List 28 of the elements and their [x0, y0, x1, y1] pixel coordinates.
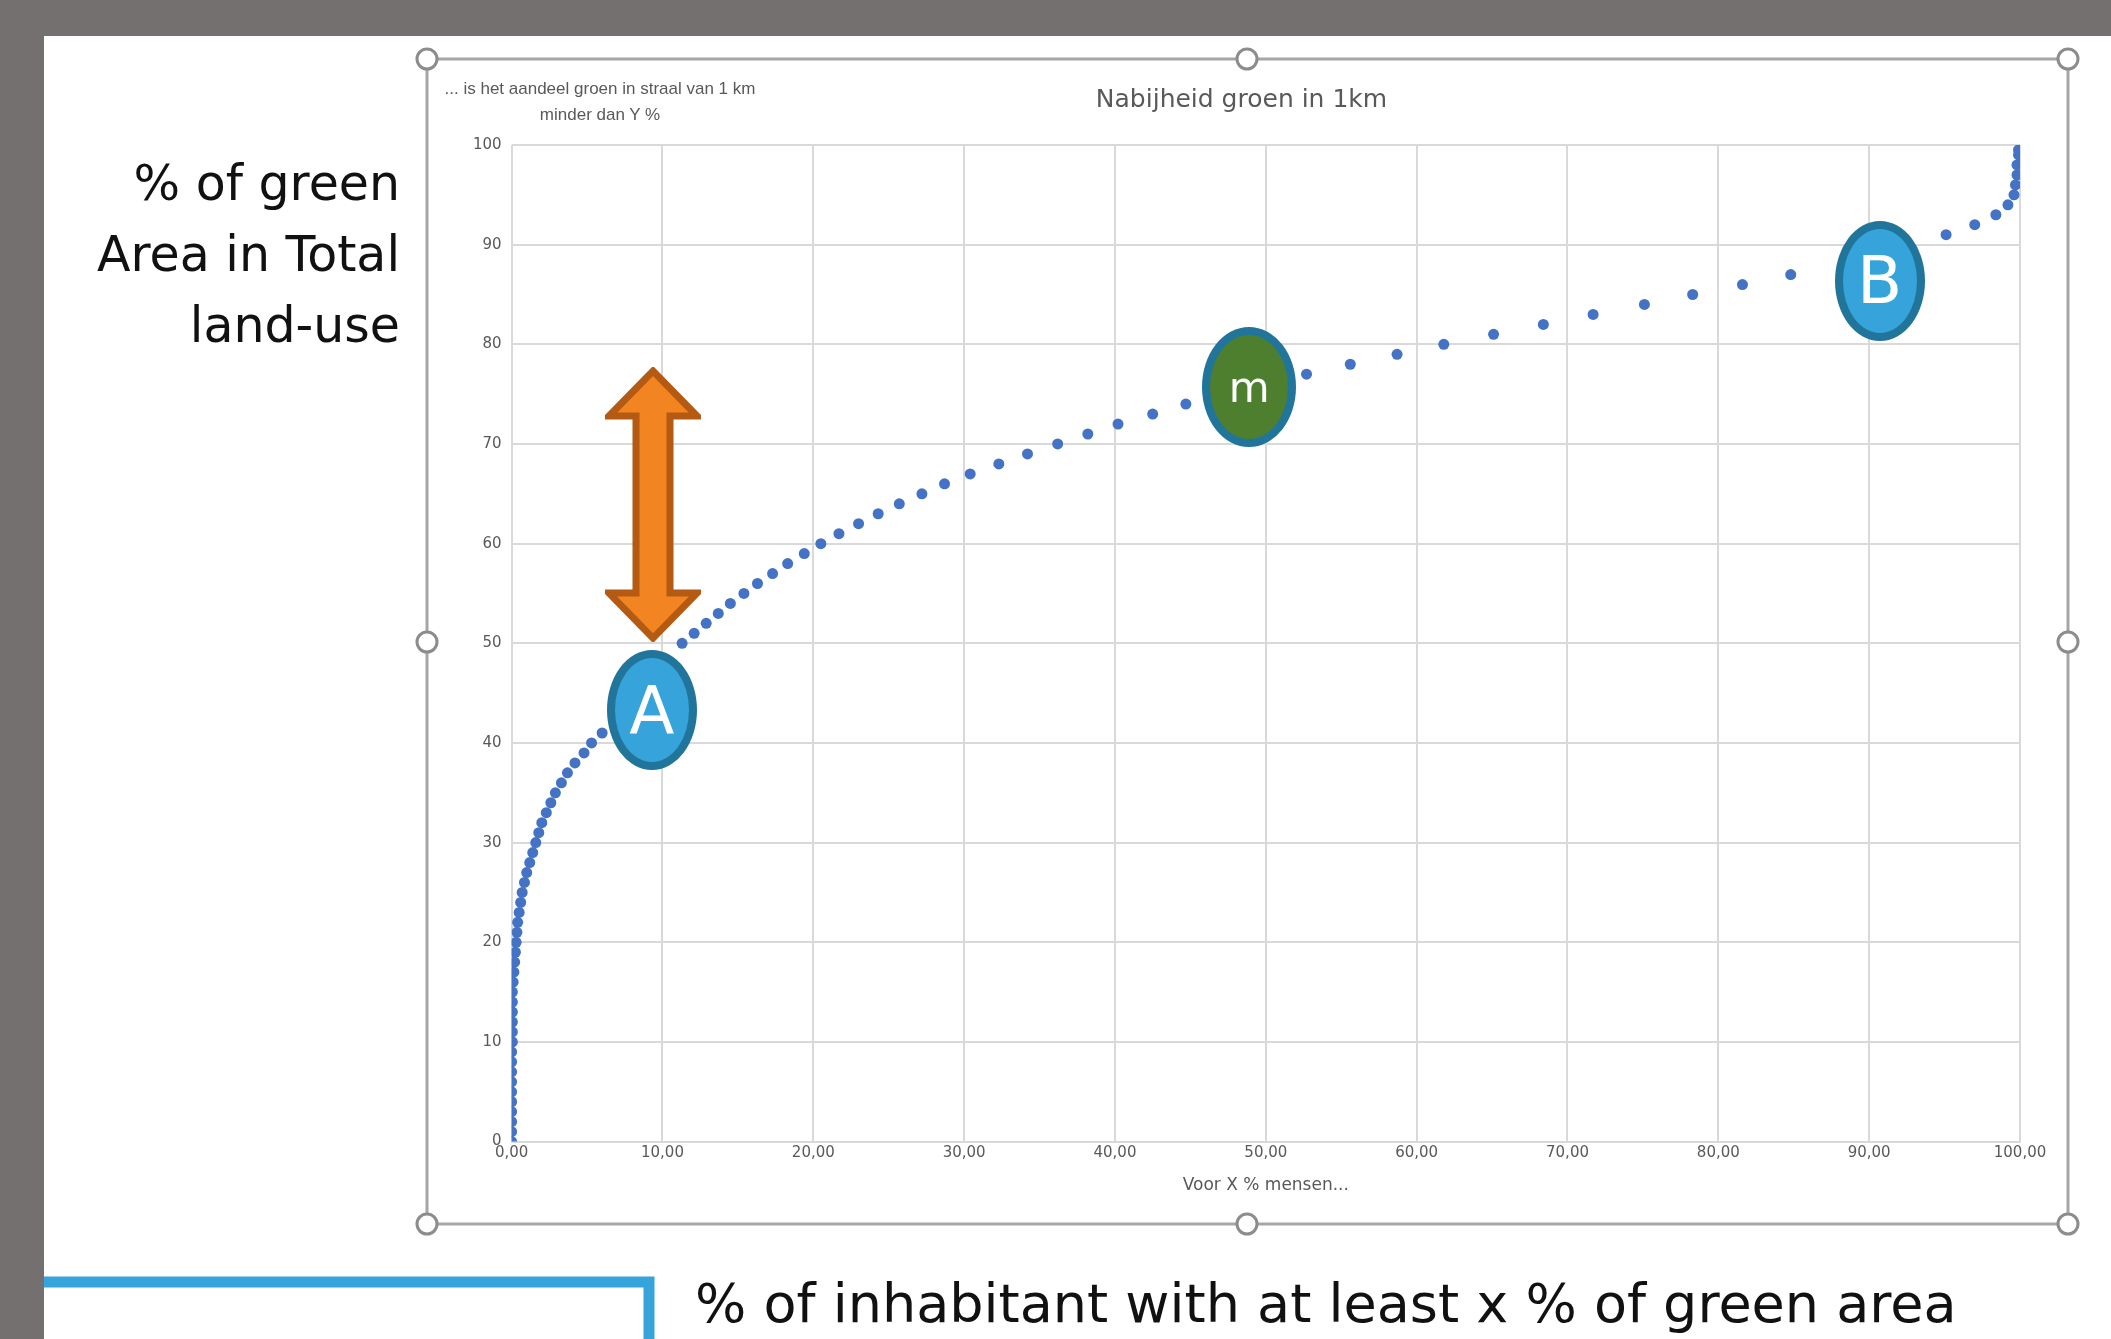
y-tick-label: 90 — [482, 234, 502, 253]
x-tick-label: 90,00 — [1847, 1143, 1891, 1162]
x-tick-label: 50,00 — [1244, 1143, 1288, 1162]
annotation: m — [1202, 327, 1297, 448]
y-tick-label: 100 — [472, 134, 502, 153]
y-tick-label: 60 — [482, 533, 502, 552]
chart-title: Nabijheid groen in 1km — [1095, 83, 1388, 113]
x-tick-label: 40,00 — [1093, 1143, 1137, 1162]
annotation: A — [606, 650, 697, 771]
y-axis-title: ... is het aandeel groen in straal van 1 km minder dan Y % — [443, 78, 757, 126]
x-tick-label: 100,00 — [1993, 1143, 2047, 1162]
text: % of inhabitant with at least x % of green area — [695, 1272, 1957, 1335]
text: % of green Area in Total land-use — [95, 154, 400, 356]
x-tick-label: 70,00 — [1546, 1143, 1589, 1162]
y-tick-label: 40 — [482, 732, 502, 751]
y-tick-label: 70 — [482, 433, 502, 452]
y-tick-label: 30 — [482, 832, 502, 851]
x-axis-title: Voor X % mensen... — [1182, 1174, 1349, 1195]
x-tick-label: 30,00 — [942, 1143, 986, 1162]
x-tick-label: 10,00 — [640, 1143, 684, 1162]
y-tick-label: 80 — [482, 334, 502, 353]
x-tick-label: 20,00 — [791, 1143, 835, 1162]
annotation: B — [1834, 220, 1925, 341]
y-tick-label: 20 — [482, 932, 502, 951]
x-tick-label: 80,00 — [1696, 1143, 1740, 1162]
y-tick-label: 50 — [482, 633, 502, 652]
x-tick-label: 60,00 — [1395, 1143, 1439, 1162]
y-tick-label: 10 — [482, 1031, 502, 1050]
